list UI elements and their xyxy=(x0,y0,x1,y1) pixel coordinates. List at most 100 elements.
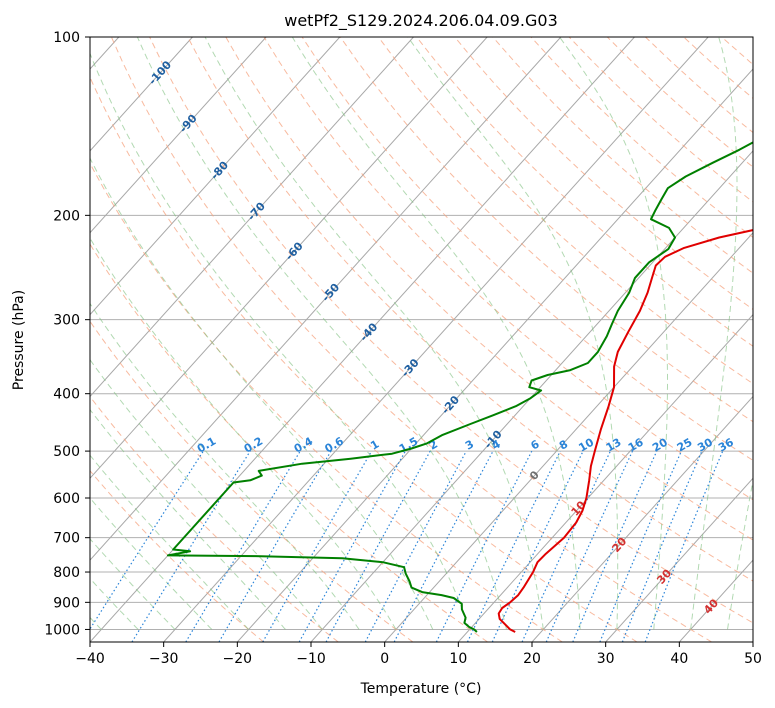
mixing-ratio-line xyxy=(364,450,467,642)
x-axis-ticks: −40 −30 −20 −10 0 10 20 30 40 50 xyxy=(75,642,762,667)
y-tick-label: 400 xyxy=(53,387,80,403)
mixing-ratio-line xyxy=(435,450,533,642)
isotherm-line xyxy=(310,150,753,642)
mixing-ratio-label: 13 xyxy=(604,436,624,455)
x-tick-label: 40 xyxy=(670,651,688,667)
dry-adiabat xyxy=(454,37,753,310)
moist-adiabat xyxy=(291,37,581,630)
mixing-ratio-line xyxy=(218,450,332,642)
dry-adiabat xyxy=(90,243,488,642)
y-tick-label: 900 xyxy=(53,595,80,611)
mixing-ratio-line xyxy=(491,450,584,642)
mixing-ratio-labels: 0.1 0.2 0.4 0.6 1 1.5 2 3 4 6 8 10 13 16 20 25 30 36 xyxy=(195,434,736,455)
mixing-ratio-label: 10 xyxy=(576,435,596,454)
mixing-ratio-line xyxy=(572,450,658,642)
profile-lines xyxy=(166,141,753,633)
isotherm-line xyxy=(163,37,709,642)
chart-title: wetPf2_S129.2024.206.04.09.G03 xyxy=(284,11,558,31)
x-tick-label: 50 xyxy=(744,651,762,667)
dry-adiabat xyxy=(90,162,563,642)
x-tick-label: −10 xyxy=(296,651,326,667)
plot-frame xyxy=(89,36,754,643)
isotherm-line xyxy=(752,641,753,642)
isotherm-line xyxy=(90,37,488,480)
plot-area: -100-90-80-70-60-50-40-30-20-10010203040… xyxy=(90,37,753,642)
moist-adiabat xyxy=(90,577,139,630)
x-tick-label: −40 xyxy=(75,651,105,667)
mixing-ratio-label: 0.1 xyxy=(195,435,218,456)
dry-adiabat xyxy=(416,37,753,347)
dry-adiabat xyxy=(606,37,753,168)
x-tick-label: 0 xyxy=(380,651,389,667)
mixing-ratio-label: 0.4 xyxy=(292,434,316,455)
x-tick-label: −20 xyxy=(223,651,253,667)
moist-adiabat xyxy=(90,358,323,630)
moist-adiabat xyxy=(90,497,213,630)
mixing-ratio-label: 8 xyxy=(557,438,570,453)
mixing-ratio-label: 1 xyxy=(368,438,381,453)
mixing-ratio-line xyxy=(262,450,373,642)
dry-adiabat xyxy=(149,37,753,624)
dry-adiabat xyxy=(90,469,264,642)
mixing-ratio-line xyxy=(131,450,251,642)
moist-adiabat xyxy=(407,37,619,630)
mixing-ratio-line xyxy=(185,450,301,642)
y-tick-label: 500 xyxy=(53,444,80,460)
mixing-ratio-label: 0.2 xyxy=(242,435,265,456)
mixing-ratio-line xyxy=(599,450,682,642)
mixing-ratio-line xyxy=(621,450,703,642)
isotherm-line xyxy=(457,313,753,642)
mixing-ratio-label: 25 xyxy=(675,436,695,455)
y-axis-ticks: 100 200 300 400 500 600 700 800 900 1000 xyxy=(44,30,90,638)
mixing-ratio-label: 16 xyxy=(626,435,646,454)
dry-adiabat xyxy=(377,37,753,385)
moist-adiabat xyxy=(90,237,397,630)
dry-adiabat xyxy=(90,320,414,642)
dry-adiabat xyxy=(683,37,753,99)
y-tick-label: 600 xyxy=(53,491,80,507)
moist-adiabat xyxy=(690,37,738,630)
isotherm-line xyxy=(90,37,267,234)
y-tick-label: 700 xyxy=(53,531,80,547)
dry-adiabat xyxy=(721,37,753,66)
dry-adiabat xyxy=(110,37,712,642)
mixing-ratio-line xyxy=(644,450,724,642)
isotherm-line xyxy=(90,37,193,152)
x-tick-label: −30 xyxy=(149,651,179,667)
moist-adiabat xyxy=(727,477,753,630)
x-tick-label: 10 xyxy=(449,651,467,667)
mixing-ratio-label: 6 xyxy=(528,437,541,452)
mixing-ratio-line xyxy=(90,450,204,631)
moist-adiabat xyxy=(559,37,668,630)
mixing-ratio-line xyxy=(325,450,431,642)
mixing-ratio-label: 3 xyxy=(463,438,476,453)
moist-adiabat xyxy=(90,157,434,630)
dry-adiabat xyxy=(530,37,753,238)
isotherm-line xyxy=(531,395,753,642)
y-axis-label: Pressure (hPa) xyxy=(11,290,27,390)
moist-adiabat xyxy=(136,37,507,630)
dry-adiabat xyxy=(225,37,753,541)
mixing-ratio-line xyxy=(521,450,611,642)
x-axis-label: Temperature (°C) xyxy=(360,681,482,697)
moist-adiabat xyxy=(90,538,176,630)
mixing-ratio-label: 20 xyxy=(650,435,670,454)
y-tick-label: 200 xyxy=(53,208,80,224)
mixing-ratio-line xyxy=(545,450,634,642)
isotherm-line xyxy=(90,37,562,561)
dry-adiabat xyxy=(645,37,753,134)
profile-line xyxy=(497,229,753,633)
isotherm-line xyxy=(90,37,414,398)
moist-adiabat xyxy=(90,408,286,630)
y-tick-label: 300 xyxy=(53,313,80,329)
dry-adiabat xyxy=(90,395,339,642)
mixing-ratio-label: 36 xyxy=(716,435,736,454)
moist-adiabat xyxy=(90,454,249,630)
moist-adiabat xyxy=(204,37,544,630)
mixing-ratio-line xyxy=(466,450,561,642)
isotherm-line xyxy=(236,68,753,642)
mixing-ratio-label: 0.6 xyxy=(323,434,347,455)
x-tick-label: 30 xyxy=(597,651,615,667)
isotherm-line xyxy=(605,477,753,642)
